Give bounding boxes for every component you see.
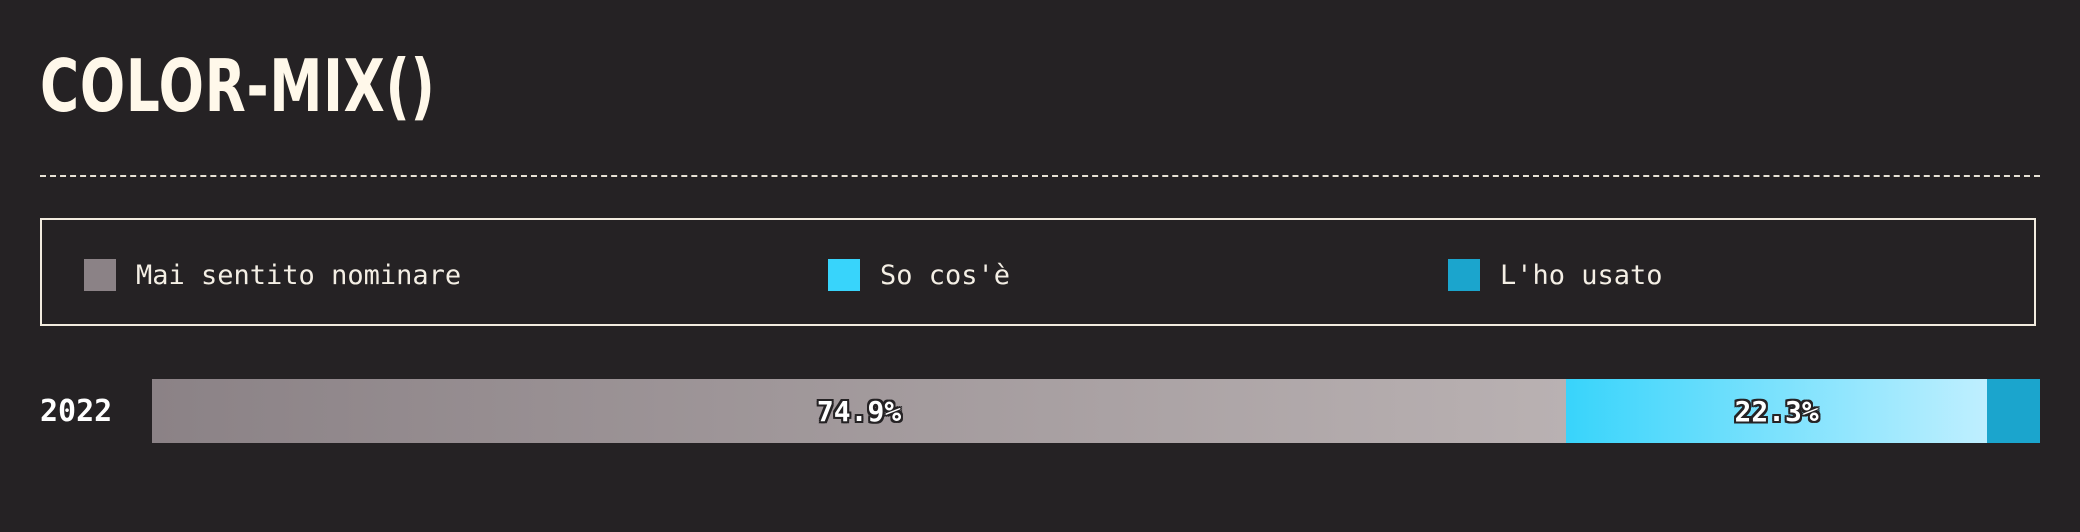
chart-title: COLOR-MIX(): [40, 44, 436, 128]
legend-swatch-know-it: [828, 259, 860, 291]
bar-segment-used-it[interactable]: [1987, 379, 2040, 443]
legend-item-never-heard[interactable]: Mai sentito nominare: [84, 259, 462, 291]
bar-segment-know-it[interactable]: 22.3%: [1566, 379, 1988, 443]
legend-item-know-it[interactable]: So cos'è: [828, 259, 1011, 291]
legend-swatch-used-it: [1448, 259, 1480, 291]
row-label-2022: 2022: [40, 394, 113, 429]
legend-swatch-never-heard: [84, 259, 116, 291]
chart-legend: Mai sentito nominare So cos'è L'ho usato: [40, 218, 2036, 326]
bar-value-never-heard: 74.9%: [816, 394, 902, 428]
bar-segment-never-heard[interactable]: 74.9%: [152, 379, 1567, 443]
legend-label-never-heard: Mai sentito nominare: [136, 259, 462, 291]
legend-label-used-it: L'ho usato: [1500, 259, 1663, 291]
bar-value-know-it: 22.3%: [1734, 394, 1819, 428]
legend-item-used-it[interactable]: L'ho usato: [1448, 259, 1663, 291]
legend-label-know-it: So cos'è: [880, 259, 1011, 291]
stacked-bar-2022: 74.9% 22.3%: [152, 379, 2040, 443]
title-divider: [40, 175, 2040, 177]
